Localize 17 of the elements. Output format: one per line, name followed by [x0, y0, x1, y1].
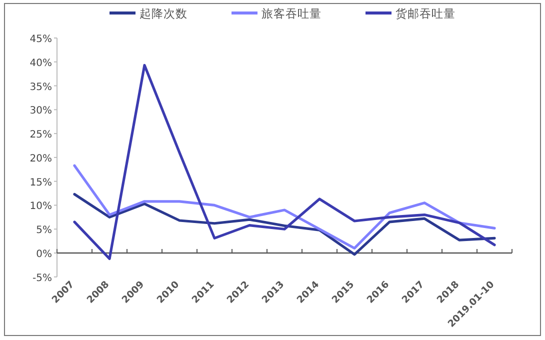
legend-label: 货邮吞吐量: [396, 6, 456, 20]
legend-label: 起降次数: [140, 6, 188, 20]
y-tick-label: 25%: [30, 130, 52, 141]
line-series: [73, 64, 496, 260]
legend-label: 旅客吞吐量: [262, 6, 322, 20]
y-tick-label: 15%: [30, 177, 52, 188]
y-tick-label: 10%: [30, 201, 52, 212]
y-tick-label: 35%: [30, 82, 52, 93]
line-series: [73, 192, 496, 256]
y-tick-label: 45%: [30, 34, 52, 45]
y-tick-label: 20%: [30, 153, 52, 164]
y-tick-label: 0%: [36, 249, 52, 260]
line-series: [73, 164, 496, 250]
y-tick-label: 30%: [30, 106, 52, 117]
y-tick-label: 5%: [36, 225, 52, 236]
y-tick-label: 40%: [30, 58, 52, 69]
y-tick-label: -5%: [32, 272, 52, 284]
